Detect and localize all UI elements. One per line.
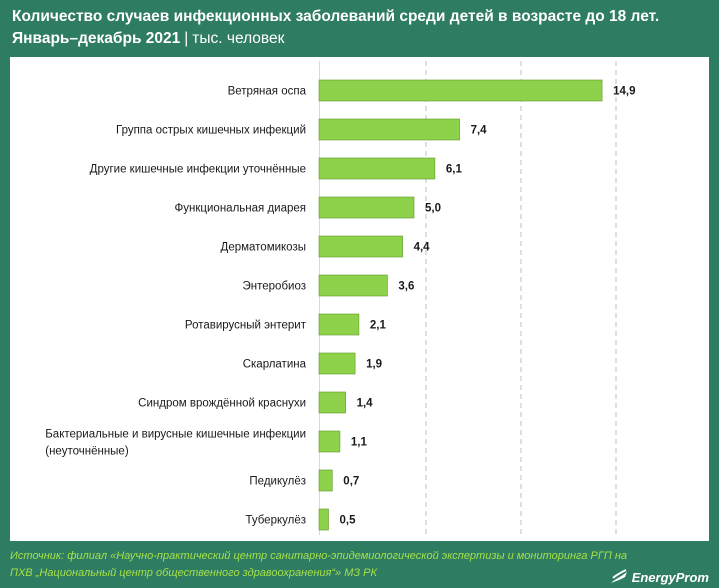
chart-panel: 14,9 Ветряная оспа 7,4 Группа острых кишечн… — [10, 57, 709, 541]
title-period: Январь–декабрь 2021 — [12, 30, 181, 47]
bar — [318, 391, 346, 414]
title-separator: | — [184, 30, 189, 47]
data-label: 1,9 — [366, 359, 382, 371]
category-label: Ротавирусный энтерит — [185, 320, 307, 332]
data-label: 14,9 — [613, 86, 635, 98]
category-label: Скарлатина — [243, 359, 307, 371]
category-label: Бактериальные и вирусные кишечные инфекц… — [45, 429, 306, 441]
logo-text: EnergyProm — [631, 569, 709, 585]
data-label: 3,6 — [398, 281, 414, 293]
title-unit: тыс. человек — [192, 30, 285, 47]
bar — [318, 118, 460, 141]
category-label: Ветряная оспа — [228, 86, 307, 98]
category-label: Синдром врождённой краснухи — [138, 398, 306, 410]
category-label: Энтеробиоз — [243, 281, 307, 293]
data-label: 1,1 — [351, 437, 368, 449]
bar — [318, 157, 436, 180]
category-label: Туберкулёз — [245, 515, 306, 527]
bar — [318, 469, 333, 492]
category-label: (неуточнённые) — [45, 446, 129, 458]
data-label: 7,4 — [471, 125, 488, 137]
energyprom-swoosh-icon — [610, 569, 627, 583]
category-label: Группа острых кишечных инфекций — [116, 125, 306, 137]
title-line-2: Январь–декабрь 2021 | тыс. человек — [12, 28, 712, 50]
data-label: 4,4 — [414, 242, 431, 254]
bar — [318, 508, 329, 531]
category-label: Другие кишечные инфекции уточнённые — [90, 164, 306, 176]
data-label: 1,4 — [357, 398, 374, 410]
source-line-1: Источник: филиал «Научно-практический це… — [10, 550, 628, 562]
bar — [318, 235, 403, 258]
category-label: Дерматомикозы — [221, 242, 306, 254]
energyprom-logo: EnergyProm — [609, 569, 709, 585]
category-label: Педикулёз — [249, 476, 306, 488]
bar — [318, 313, 360, 336]
chart-title: Количество случаев инфекционных заболева… — [12, 6, 712, 50]
data-label: 6,1 — [446, 164, 463, 176]
data-label: 0,5 — [340, 515, 357, 527]
bar — [318, 430, 341, 453]
data-label: 0,7 — [343, 476, 359, 488]
source-note: Источник: филиал «Научно-практический це… — [10, 548, 710, 582]
title-line-1: Количество случаев инфекционных заболева… — [12, 8, 660, 25]
bar — [318, 196, 415, 219]
bar — [318, 274, 388, 297]
category-label: Функциональная диарея — [175, 203, 306, 215]
bar — [318, 79, 603, 102]
data-label: 2,1 — [370, 320, 387, 332]
source-line-2: ПХВ „Национальный центр общественного зд… — [10, 567, 378, 579]
bar — [318, 352, 356, 375]
bar-chart: 14,9 Ветряная оспа 7,4 Группа острых кишечн… — [45, 61, 635, 535]
data-label: 5,0 — [425, 203, 441, 215]
